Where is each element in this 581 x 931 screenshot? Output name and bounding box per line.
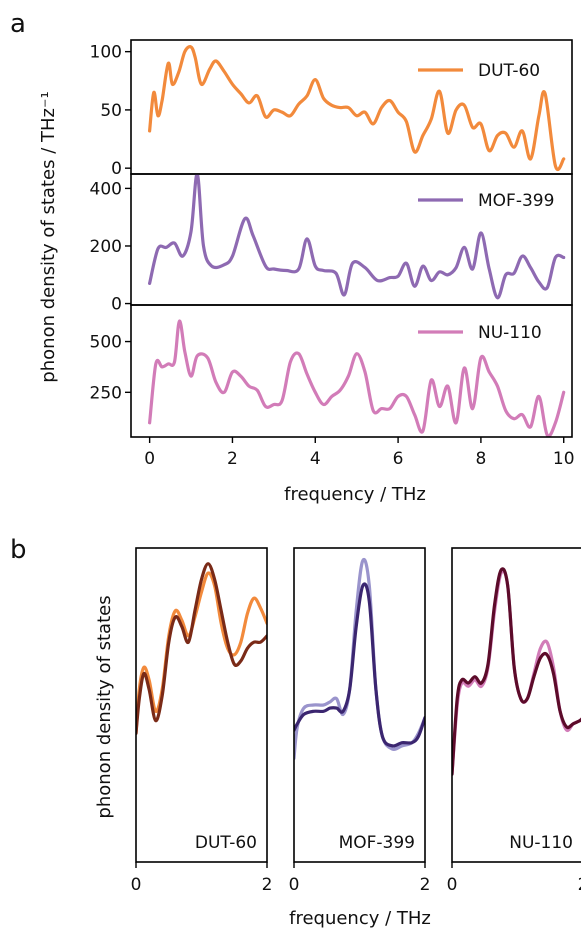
panel-b-xlabel: frequency / THz bbox=[289, 908, 431, 929]
series-line-b-2-0 bbox=[294, 557, 425, 760]
plot-frame bbox=[451, 547, 581, 863]
panel-b-2: MOF-399 bbox=[293, 547, 426, 863]
panel-a-bot: 250 500 NU-110 bbox=[90, 304, 573, 438]
x-tick-label: 6 bbox=[393, 449, 404, 469]
series-line-b-3-1 bbox=[452, 567, 581, 776]
panel-a-xlabel: frequency / THz bbox=[284, 484, 426, 505]
series-line-b-2-1 bbox=[294, 582, 425, 748]
series-line-b-1-1 bbox=[136, 562, 267, 735]
x-tick-label: 2 bbox=[420, 875, 431, 895]
panel-a-mid: 0 200 400 MOF-399 bbox=[90, 173, 573, 315]
y-tick-label: 400 bbox=[90, 179, 122, 199]
series-line-a-bot-nu-110 bbox=[148, 319, 566, 437]
x-tick-label: 10 bbox=[553, 449, 575, 469]
y-tick-label: 250 bbox=[90, 383, 122, 403]
plot-frame bbox=[130, 304, 573, 438]
panel-label: NU-110 bbox=[509, 833, 573, 853]
series-line-b-1-0 bbox=[136, 571, 267, 735]
panel-a-ylabel: phonon density of states / THz⁻¹ bbox=[38, 91, 59, 382]
y-tick-label: 500 bbox=[90, 333, 122, 353]
legend-label: DUT-60 bbox=[478, 61, 540, 81]
x-tick-label: 2 bbox=[227, 449, 238, 469]
legend-label: NU-110 bbox=[478, 323, 542, 343]
series-line-a-top-dut-60 bbox=[148, 45, 566, 172]
y-tick-label: 200 bbox=[90, 237, 122, 257]
x-tick-label: 4 bbox=[310, 449, 321, 469]
panel-a-letter: a bbox=[10, 9, 26, 39]
plot-frame bbox=[135, 547, 268, 863]
panel-b-1: DUT-60 bbox=[135, 547, 268, 863]
panel-label: DUT-60 bbox=[195, 833, 257, 853]
panel-b-letter: b bbox=[10, 535, 27, 565]
plot-frame bbox=[293, 547, 426, 863]
y-tick-label: 50 bbox=[100, 101, 122, 121]
x-tick-label: 0 bbox=[289, 875, 300, 895]
x-tick-label: 0 bbox=[447, 875, 458, 895]
series-line-b-3-0 bbox=[452, 569, 581, 776]
legend-label: MOF-399 bbox=[478, 191, 554, 211]
x-tick-label: 2 bbox=[262, 875, 273, 895]
panel-label: MOF-399 bbox=[339, 833, 415, 853]
y-tick-label: 0 bbox=[111, 159, 122, 179]
series-line-a-mid-mof-399 bbox=[148, 174, 566, 300]
panel-a-top: 0 50 100 DUT-60 bbox=[90, 39, 573, 179]
x-tick-label: 2 bbox=[578, 875, 581, 895]
y-tick-label: 0 bbox=[111, 295, 122, 315]
y-tick-label: 100 bbox=[90, 43, 122, 63]
x-tick-label: 8 bbox=[475, 449, 486, 469]
x-tick-label: 0 bbox=[144, 449, 155, 469]
x-tick-label: 0 bbox=[131, 875, 142, 895]
panel-b-3: NU-110 bbox=[451, 547, 581, 863]
panel-b-ylabel: phonon density of states bbox=[94, 595, 115, 818]
